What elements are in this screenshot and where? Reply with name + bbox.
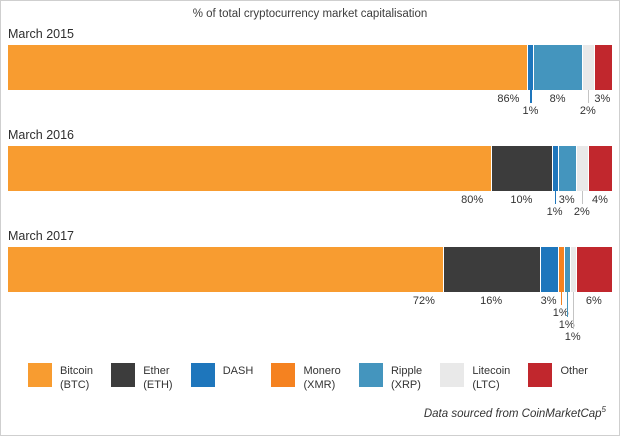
- segment-other: [587, 146, 612, 191]
- segment-ripple: [557, 146, 576, 191]
- value-labels: 86% 1% 8% 2% 3%: [8, 90, 612, 121]
- segment-value-label: 3%: [594, 93, 611, 105]
- stacked-bar: [8, 45, 612, 90]
- leader-line: [587, 90, 590, 103]
- segment-value-label: 86%: [497, 93, 520, 105]
- leader-line: [560, 292, 563, 305]
- segment-value-label: 1%: [558, 319, 575, 331]
- segment-bitcoin: [8, 146, 492, 191]
- segment-dash: [539, 247, 558, 292]
- leader-line: [530, 90, 532, 103]
- legend-swatch-other: [528, 363, 553, 387]
- legend-swatch-monero: [271, 363, 296, 387]
- value-labels: 80% 10% 1% 3% 2% 4%: [8, 191, 612, 222]
- segment-value-label: 80%: [461, 194, 484, 206]
- legend-swatch-ether: [111, 363, 136, 387]
- legend-label: DASH: [222, 365, 254, 377]
- segment-ripple: [563, 247, 570, 292]
- row-label: March 2017: [8, 229, 75, 243]
- segment-value-label: 1%: [552, 307, 569, 319]
- legend-item-other: Other: [528, 363, 588, 387]
- segment-value-label: 3%: [540, 295, 557, 307]
- legend-label: Ether (ETH): [143, 365, 173, 392]
- segment-value-label: 1%: [546, 206, 563, 218]
- source-note: Data sourced from CoinMarketCap5: [8, 405, 612, 420]
- segment-value-label: 1%: [522, 105, 539, 117]
- segment-value-label: 2%: [579, 105, 596, 117]
- source-note-text: Data sourced from CoinMarketCap: [423, 407, 602, 420]
- legend-swatch-bitcoin: [28, 363, 52, 387]
- segment-bitcoin: [8, 45, 528, 90]
- row-label: March 2016: [8, 128, 75, 142]
- segment-value-label: 72%: [412, 295, 435, 307]
- stacked-bar: [8, 146, 612, 191]
- legend-item-bitcoin: Bitcoin (BTC): [28, 363, 93, 393]
- segment-value-label: 16%: [480, 295, 503, 307]
- segment-dash: [527, 45, 534, 90]
- value-labels: 72% 16% 3% 1% 1% 1% 6%: [8, 292, 612, 347]
- segment-litecoin: [575, 146, 588, 191]
- segment-ether: [491, 146, 552, 191]
- leader-line: [572, 292, 575, 329]
- segment-litecoin: [569, 247, 576, 292]
- chart-row: March 2015 86% 1% 8% 2% 3%: [8, 27, 612, 121]
- stacked-bar: [8, 247, 612, 292]
- segment-value-label: 4%: [591, 194, 608, 206]
- chart-title: % of total cryptocurrency market capital…: [192, 8, 428, 20]
- legend-item-dash: DASH: [190, 363, 254, 387]
- legend-label: Ripple (XRP): [390, 365, 423, 392]
- segment-other: [593, 45, 612, 90]
- segment-litecoin: [581, 45, 594, 90]
- legend-swatch-dash: [190, 363, 215, 387]
- leader-line: [566, 292, 569, 317]
- legend-label: Litecoin (LTC): [472, 365, 511, 392]
- legend-label: Other: [560, 365, 588, 377]
- leader-line: [581, 191, 584, 204]
- segment-value-label: 6%: [585, 295, 602, 307]
- segment-other: [575, 247, 612, 292]
- legend-swatch-ripple: [358, 363, 383, 387]
- source-note-superscript: 5: [601, 404, 606, 414]
- segment-value-label: 1%: [564, 331, 581, 343]
- legend-item-monero: Monero (XMR): [271, 363, 341, 393]
- row-label: March 2015: [8, 27, 75, 41]
- segment-value-label: 2%: [573, 206, 590, 218]
- legend-swatch-litecoin: [440, 363, 465, 387]
- legend-label: Bitcoin (BTC): [60, 365, 94, 392]
- legend-item-ripple: Ripple (XRP): [358, 363, 423, 393]
- segment-value-label: 8%: [549, 93, 566, 105]
- legend-item-litecoin: Litecoin (LTC): [440, 363, 510, 393]
- segment-value-label: 3%: [558, 194, 575, 206]
- segment-bitcoin: [8, 247, 443, 292]
- segment-ether: [442, 247, 540, 292]
- chart-row: March 2017 72% 16% 3% 1% 1% 1% 6%: [8, 229, 612, 347]
- segment-value-label: 10%: [510, 194, 533, 206]
- chart-row: March 2016 80% 10% 1% 3% 2% 4%: [8, 128, 612, 222]
- segment-monero: [557, 247, 564, 292]
- segment-ripple: [533, 45, 582, 90]
- legend-item-ether: Ether (ETH): [111, 363, 173, 393]
- legend-label: Monero (XMR): [303, 365, 341, 392]
- segment-dash: [551, 146, 558, 191]
- chart: March 2015 86% 1% 8% 2% 3% March 2016 80% 10% 1% 3…: [8, 27, 612, 347]
- legend: Bitcoin (BTC) Ether (ETH) DASH Monero (XMR) Rip…: [8, 363, 612, 393]
- leader-line: [554, 191, 557, 204]
